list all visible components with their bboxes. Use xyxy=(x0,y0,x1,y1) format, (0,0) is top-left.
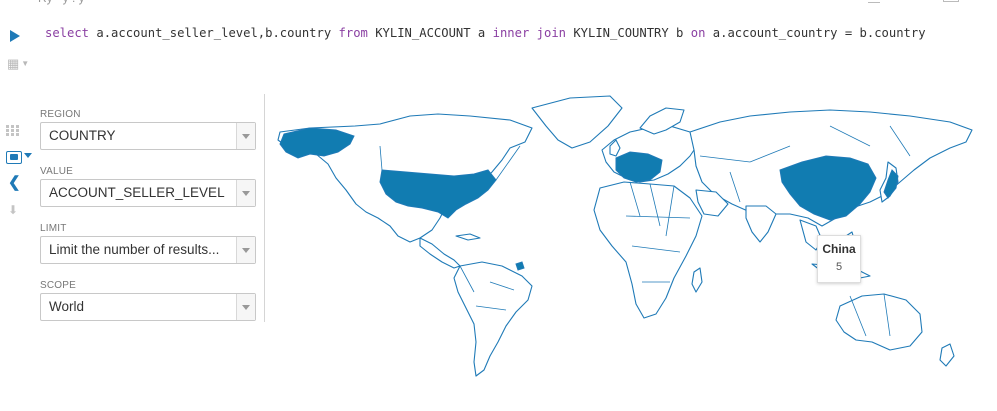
world-map[interactable]: China 5 xyxy=(270,86,982,382)
region-value: COUNTRY xyxy=(49,128,116,143)
limit-placeholder: Limit the number of results... xyxy=(49,242,220,257)
region-select[interactable]: COUNTRY xyxy=(40,122,256,150)
map-europe-filled xyxy=(615,151,663,183)
chevron-down-icon[interactable] xyxy=(24,153,32,158)
map-india xyxy=(745,205,777,243)
map-central-america xyxy=(419,237,461,269)
map-new-zealand xyxy=(939,343,955,367)
map-alaska-filled xyxy=(279,127,355,159)
scope-label: SCOPE xyxy=(40,280,77,291)
panel-divider xyxy=(264,94,265,322)
tooltip-country: China xyxy=(822,242,856,256)
map-icon[interactable]: ▦ ▼ xyxy=(7,56,30,71)
play-icon[interactable] xyxy=(10,30,20,42)
window-control-icon[interactable] xyxy=(868,0,880,3)
sql-keyword: from xyxy=(338,26,368,40)
map-tooltip: China 5 xyxy=(817,235,861,283)
grid-icon[interactable] xyxy=(6,125,20,137)
scope-select[interactable]: World xyxy=(40,293,256,321)
value-label: VALUE xyxy=(40,166,74,177)
truncated-header-text: Ry y . y xyxy=(38,0,85,5)
chevron-down-icon: ▼ xyxy=(21,59,30,68)
region-label: REGION xyxy=(40,109,81,120)
chevron-left-icon[interactable]: ❮ xyxy=(8,174,21,191)
world-map-svg[interactable] xyxy=(270,86,982,382)
map-madagascar xyxy=(691,267,703,293)
map-small-filled xyxy=(515,261,525,271)
chevron-down-icon xyxy=(236,237,255,263)
download-icon[interactable]: ⬇ xyxy=(8,203,19,217)
sql-text: a.account_country = b.country xyxy=(705,26,926,40)
sql-keyword: inner join xyxy=(492,26,566,40)
window-control-icon[interactable] xyxy=(943,0,959,2)
map-greenland xyxy=(531,95,623,149)
sql-text: KYLIN_COUNTRY b xyxy=(566,26,691,40)
chevron-down-icon xyxy=(236,294,255,320)
map-caribbean xyxy=(455,233,481,241)
value-select[interactable]: ACCOUNT_SELLER_LEVEL xyxy=(40,179,256,207)
scope-value: World xyxy=(49,299,85,314)
limit-label: LIMIT xyxy=(40,223,67,234)
limit-select[interactable]: Limit the number of results... xyxy=(40,236,256,264)
sql-keyword: select xyxy=(45,26,90,40)
tooltip-value: 5 xyxy=(835,261,843,273)
map-australia xyxy=(835,293,923,351)
map-japan-filled xyxy=(883,169,899,199)
chevron-down-icon xyxy=(236,123,255,149)
map-usa-filled xyxy=(379,169,497,219)
value-value: ACCOUNT_SELLER_LEVEL xyxy=(49,185,225,200)
map-arabia xyxy=(695,189,729,217)
map-africa xyxy=(593,181,703,319)
sql-keyword: on xyxy=(690,26,706,40)
sql-query[interactable]: select a.account_seller_level,b.country … xyxy=(45,26,926,40)
map-scandinavia xyxy=(639,107,685,135)
chevron-down-icon xyxy=(236,180,255,206)
map-uk xyxy=(609,139,621,157)
sql-text: a.account_seller_level,b.country xyxy=(89,26,339,40)
map-chart-icon[interactable] xyxy=(6,151,22,164)
sql-text: KYLIN_ACCOUNT a xyxy=(367,26,493,40)
map-china-filled xyxy=(779,155,877,221)
map-south-america xyxy=(453,261,533,377)
map-borders xyxy=(379,125,911,337)
